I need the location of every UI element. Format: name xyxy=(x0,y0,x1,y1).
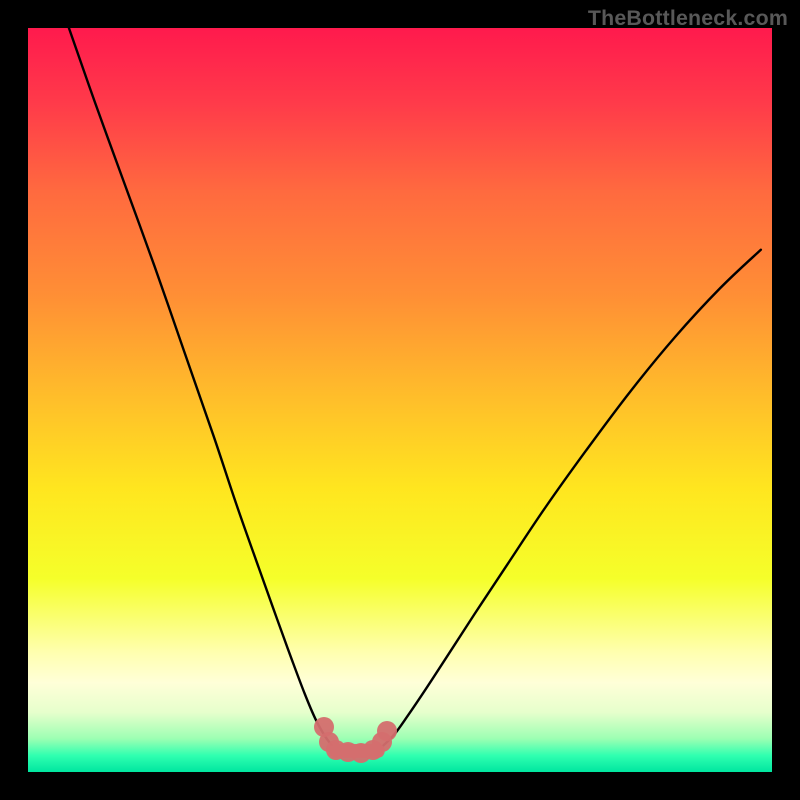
frame-left xyxy=(0,0,28,800)
trough-bar xyxy=(329,744,386,758)
trough-marker xyxy=(377,721,397,741)
watermark-text: TheBottleneck.com xyxy=(588,6,788,31)
plot-area xyxy=(28,28,772,772)
left-curve xyxy=(69,28,332,745)
chart-stage: TheBottleneck.com xyxy=(0,0,800,800)
frame-right xyxy=(772,0,800,800)
curve-layer xyxy=(28,28,772,772)
right-curve xyxy=(384,250,761,746)
frame-bottom xyxy=(0,772,800,800)
